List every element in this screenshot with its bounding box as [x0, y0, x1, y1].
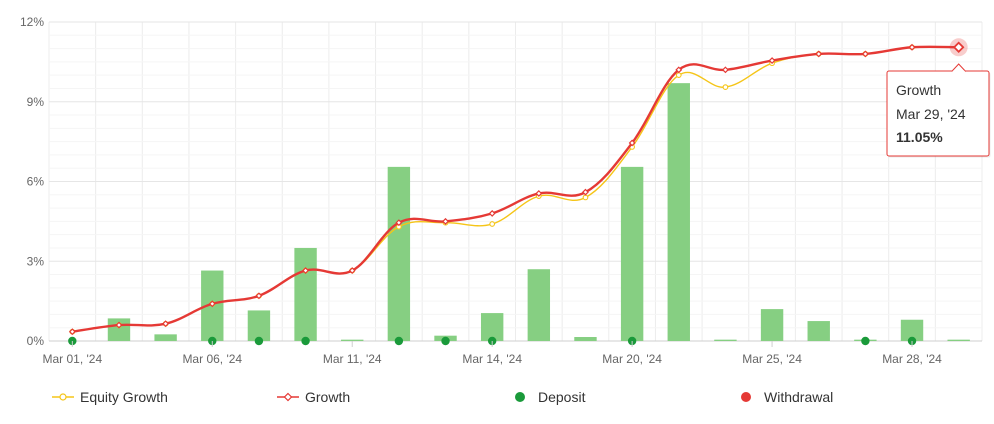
bar: [760, 309, 784, 341]
deposit-marker: [394, 336, 404, 346]
growth-point: [348, 267, 356, 275]
growth-point: [115, 321, 123, 329]
legend: Equity Growth Growth Deposit Withdrawal: [52, 389, 833, 405]
y-tick-label: 9%: [27, 95, 45, 109]
growth-point: [255, 292, 263, 300]
y-tick-label: 12%: [20, 15, 44, 29]
deposit-marker: [301, 336, 310, 346]
highlight-point: [952, 41, 965, 54]
growth-point: [628, 139, 636, 147]
equity-growth-point: [722, 84, 729, 90]
legend-label: Deposit: [538, 389, 586, 405]
legend-label: Equity Growth: [80, 389, 168, 405]
growth-point: [908, 43, 916, 51]
bar: [294, 247, 317, 341]
x-tick-label: Mar 14, '24: [462, 352, 522, 366]
bar-series: [68, 83, 970, 346]
legend-marker: [59, 393, 67, 401]
bar: [667, 83, 690, 342]
x-tick-label: Mar 25, '24: [742, 352, 802, 366]
bar: [154, 334, 177, 341]
legend-marker: [741, 392, 751, 402]
bar: [807, 321, 830, 341]
deposit-marker: [861, 336, 870, 346]
growth-point: [535, 190, 543, 197]
bar: [574, 337, 597, 341]
tooltip-box: [886, 70, 990, 157]
legend-label: Growth: [305, 389, 350, 405]
legend-label: Withdrawal: [764, 389, 833, 405]
tooltip: Growth Mar 29, '24 11.05%: [886, 63, 991, 158]
growth-point: [861, 50, 869, 58]
growth-point: [208, 300, 216, 308]
x-tick-label: Mar 01, '24: [42, 352, 102, 366]
equity-growth-point: [582, 194, 589, 201]
deposit-marker: [254, 336, 264, 346]
equity-growth-point: [489, 221, 496, 227]
growth-point: [675, 66, 683, 74]
growth-point: [162, 320, 170, 328]
growth-point: [488, 209, 496, 217]
legend-marker: [283, 392, 293, 402]
y-tick-label: 3%: [27, 254, 45, 268]
y-tick-label: 6%: [27, 175, 45, 189]
growth-point: [582, 188, 589, 196]
x-tick-label: Mar 06, '24: [182, 352, 242, 366]
equity-growth-point: [675, 72, 682, 79]
x-tick-label: Mar 28, '24: [882, 352, 942, 366]
tooltip-date: Mar 29, '24: [896, 106, 966, 122]
bar: [527, 269, 551, 341]
x-tick-label: Mar 20, '24: [602, 352, 662, 366]
bar: [900, 319, 924, 341]
growth-point: [395, 219, 403, 227]
tooltip-pointer: [951, 63, 967, 72]
y-tick-label: 0%: [27, 334, 45, 348]
deposit-marker: [441, 336, 450, 346]
grid-lines: [48, 21, 983, 342]
growth-point: [68, 328, 76, 336]
growth-point: [721, 66, 729, 74]
line-series: [68, 38, 968, 336]
growth-line: [72, 45, 959, 333]
y-axis: 0% 3% 6% 9% 12%: [20, 15, 44, 348]
bar: [341, 339, 364, 341]
bar: [620, 166, 644, 341]
legend-marker: [515, 392, 525, 402]
bar: [247, 310, 271, 341]
tooltip-series-name: Growth: [896, 82, 941, 98]
x-axis: Mar 01, '24 Mar 06, '24 Mar 11, '24 Mar 14,…: [42, 341, 942, 366]
growth-point: [442, 217, 449, 225]
x-tick-label: Mar 11, '24: [323, 352, 382, 366]
growth-point: [768, 57, 776, 64]
growth-point: [815, 50, 823, 58]
growth-point: [302, 267, 310, 275]
tooltip-value: 11.05%: [896, 129, 943, 145]
bar: [480, 313, 504, 341]
bar: [387, 166, 411, 341]
bar: [947, 339, 970, 341]
bar: [714, 339, 737, 341]
